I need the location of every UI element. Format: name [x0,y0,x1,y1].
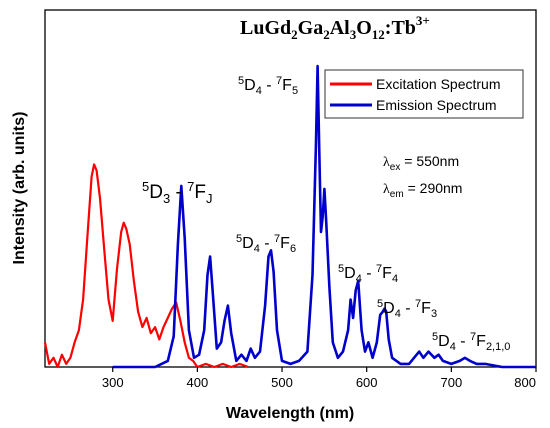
x-tick-label-300: 300 [102,375,124,390]
annotation-5d4-7f4: 5D4 - 7F4 [338,263,398,285]
title-b5: :Tb [385,17,416,39]
param-lambda-ex: λex = 550nm [383,153,459,173]
x-axis-ticks: 300 400 500 600 700 800 [102,367,537,390]
title-sub-4: 12 [372,27,385,42]
annotation-5d4-7f210: 5D4 - 7F2,1,0 [432,331,510,353]
annotation-5d4-7f3: 5D4 - 7F3 [377,298,437,320]
legend: Excitation Spectrum Emission Spectrum [324,69,524,119]
param-em-sub: em [390,189,404,200]
param-em-value: = 290nm [404,180,463,196]
x-tick-label-400: 400 [187,375,209,390]
title-b4: O [356,17,372,39]
legend-label-emission: Emission Spectrum [376,97,497,113]
annotation-5d4-7f6: 5D4 - 7F6 [236,233,296,255]
x-tick-label-600: 600 [356,375,378,390]
annotation-5d3-7fj: 5D3 - 7FJ [142,179,212,206]
annotation-5d4-7f5: 5D4 - 7F5 [238,75,298,97]
title-b2: Ga [298,17,324,39]
title-sup: 3+ [416,13,430,28]
title-sub-1: 2 [291,27,298,42]
plot-frame [44,9,537,368]
title-sub-3: 3 [350,27,357,42]
title-base: LuGd [240,17,291,39]
param-lambda-em: λem = 290nm [383,180,462,200]
title-b3: Al [330,17,350,39]
y-axis-label: Intensity (arb. units) [11,112,28,265]
legend-box [324,69,524,119]
param-ex-symbol: λ [383,155,390,170]
title-sub-2: 2 [323,27,330,42]
x-tick-label-800: 800 [514,375,536,390]
chart-title: LuGd2Ga2Al3O12:Tb3+ [240,13,430,42]
legend-label-excitation: Excitation Spectrum [376,76,501,92]
param-ex-value: = 550nm [400,153,459,169]
param-ex-sub: ex [390,162,401,173]
x-axis-label: Wavelength (nm) [226,405,354,422]
param-em-symbol: λ [383,182,390,197]
emission-spectrum-line [112,64,536,369]
x-tick-label-500: 500 [271,375,293,390]
x-tick-label-700: 700 [440,375,462,390]
excitation-spectrum-line [43,163,249,369]
